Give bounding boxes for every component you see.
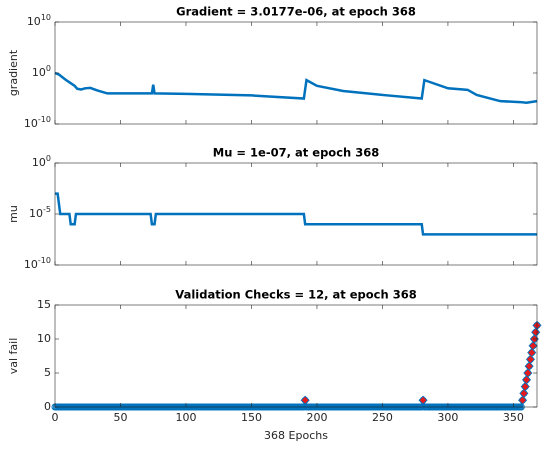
y-tick-label: 5	[44, 366, 51, 379]
x-tick-label: 250	[372, 411, 393, 424]
tick-exponent: 0	[46, 154, 51, 163]
y-tick-label: 10	[37, 332, 51, 345]
highlight-marker	[523, 368, 533, 378]
x-tick-label: 200	[306, 411, 327, 424]
tick-base: 10	[24, 117, 38, 130]
x-tick-label: 100	[175, 411, 196, 424]
y-tick-label: 100	[32, 154, 51, 170]
axes-box	[54, 304, 538, 408]
tick-exponent: -10	[38, 115, 51, 124]
highlight-marker	[531, 327, 541, 337]
y-tick-label: 10-10	[24, 115, 51, 131]
x-tick-label: 150	[241, 411, 262, 424]
highlight-marker	[528, 341, 538, 351]
y-tick-label: 10-5	[29, 205, 51, 221]
highlight-marker	[520, 382, 530, 392]
tick-exponent: 0	[46, 64, 51, 73]
tick-base: 10	[27, 15, 41, 28]
y-tick-label: 0	[44, 400, 51, 413]
y-axis-label: mu	[7, 205, 20, 223]
highlight-marker	[524, 361, 534, 371]
tick-exponent: -5	[43, 205, 51, 214]
highlight-marker	[521, 375, 532, 385]
data-line	[55, 325, 539, 409]
tick-exponent: -10	[38, 256, 51, 265]
axes-box	[54, 21, 538, 125]
data-line	[54, 71, 538, 104]
y-axis-label: val fail	[7, 338, 20, 375]
subplot-title: Gradient = 3.0177e-06, at epoch 368	[176, 5, 416, 19]
highlight-marker	[300, 395, 310, 405]
highlight-marker	[418, 395, 428, 405]
y-tick-label: 15	[37, 298, 51, 311]
subplot-title: Validation Checks = 12, at epoch 368	[175, 288, 416, 302]
x-tick-label: 0	[52, 411, 59, 424]
highlight-marker	[518, 395, 528, 405]
subplot-title: Mu = 1e-07, at epoch 368	[213, 146, 379, 160]
highlight-marker	[519, 388, 529, 398]
tick-exponent: 10	[41, 13, 51, 22]
y-tick-label: 10-10	[24, 256, 51, 272]
y-axis-label: gradient	[7, 49, 20, 96]
highlight-marker	[525, 354, 536, 364]
y-tick-label: 1010	[27, 13, 51, 29]
tick-base: 10	[29, 207, 43, 220]
y-tick-label: 100	[32, 64, 51, 80]
x-tick-label: 350	[503, 411, 524, 424]
tick-base: 10	[24, 258, 38, 271]
tick-base: 10	[32, 156, 46, 169]
tick-base: 10	[32, 66, 46, 79]
x-tick-label: 300	[437, 411, 458, 424]
data-line	[55, 192, 537, 236]
x-tick-label: 50	[113, 411, 127, 424]
x-axis-label: 368 Epochs	[264, 429, 328, 442]
highlight-marker	[527, 348, 537, 358]
